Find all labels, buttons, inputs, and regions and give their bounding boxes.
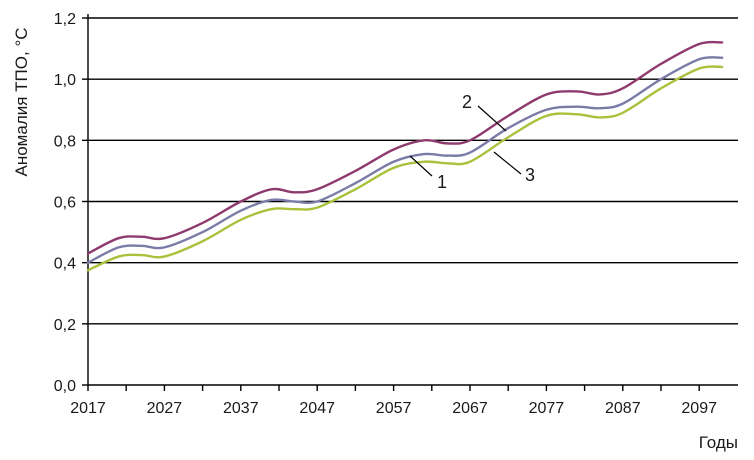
x-tick-label: 2067 [452, 400, 488, 417]
y-tick-label: 0,0 [54, 378, 76, 395]
x-tick-label: 2077 [529, 400, 565, 417]
x-tick-label: 2017 [70, 400, 106, 417]
axes [87, 14, 738, 386]
y-tick-label: 0,4 [54, 256, 76, 273]
y-tick-label: 0,2 [54, 317, 76, 334]
x-axis-label: Годы [699, 433, 738, 452]
y-tick-label: 0,6 [54, 195, 76, 212]
annotation-label-1: 1 [437, 172, 447, 192]
annotation-leader-2 [477, 105, 507, 132]
grid-lines [88, 17, 738, 325]
series-lines [86, 40, 724, 272]
x-tick-label: 2087 [605, 400, 641, 417]
annotation-label-2: 2 [462, 92, 472, 112]
y-tick-label: 0,8 [54, 133, 76, 150]
y-axis-label: Аномалия ТПО, °С [12, 27, 31, 176]
series-line-3 [86, 65, 724, 272]
x-tick-label: 2047 [299, 400, 335, 417]
series-annotations: 1 2 3 [409, 92, 535, 192]
y-axis-ticks: 0,0 0,2 0,4 0,6 0,8 1,0 1,2 [54, 11, 88, 395]
x-tick-label: 2027 [147, 400, 183, 417]
y-tick-label: 1,2 [54, 11, 76, 28]
annotation-label-3: 3 [525, 165, 535, 185]
series-line-2 [86, 40, 724, 255]
x-tick-label: 2057 [376, 400, 412, 417]
annotation-leader-1 [409, 155, 433, 177]
x-tick-label: 2097 [681, 400, 717, 417]
x-tick-label: 2037 [223, 400, 259, 417]
y-tick-label: 1,0 [54, 72, 76, 89]
x-axis-ticks: 2017 2027 2037 2047 2057 2067 2077 2087 2097 [70, 385, 717, 417]
annotation-leader-3 [493, 151, 522, 175]
